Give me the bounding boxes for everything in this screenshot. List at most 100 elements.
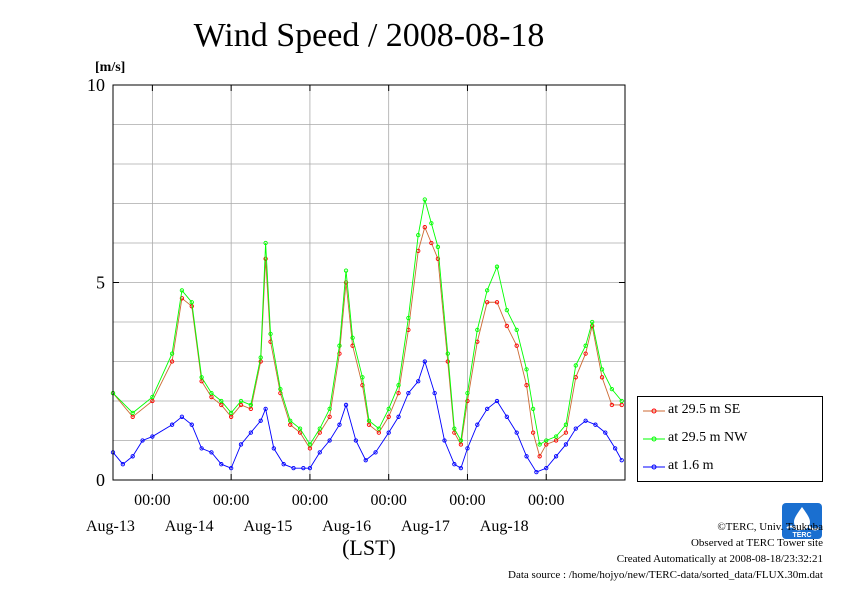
legend-marker <box>651 464 657 470</box>
data-point <box>599 375 605 380</box>
data-point <box>422 225 427 230</box>
axes: 051000:00Aug-1300:00Aug-1400:00Aug-1500:… <box>86 75 626 535</box>
data-point <box>189 422 194 427</box>
copyright: ©TERC, Univ. Tsukuba <box>717 521 823 533</box>
created-timestamp: Created Automatically at 2008-08-18/23:3… <box>616 553 823 565</box>
data-point <box>537 442 542 447</box>
data-point <box>248 402 253 408</box>
data-point <box>120 462 125 467</box>
data-point <box>229 414 234 419</box>
data-point <box>465 446 470 451</box>
data-point <box>544 442 549 447</box>
data-point <box>350 335 355 340</box>
data-point <box>219 462 224 467</box>
data-point <box>229 410 234 415</box>
data-point <box>429 240 434 246</box>
data-point <box>599 367 605 372</box>
legend-label-low: at 1.6 m <box>668 458 714 473</box>
x-tick-label: 00:00 <box>134 492 170 509</box>
data-point <box>291 465 296 471</box>
data-point <box>452 426 457 431</box>
data-point <box>537 454 542 459</box>
legend-marker <box>651 408 657 414</box>
data-point <box>363 458 368 463</box>
data-point <box>307 442 313 447</box>
data-point <box>435 244 441 250</box>
data-point <box>583 418 588 423</box>
data-point <box>406 390 411 396</box>
data-point <box>179 288 185 293</box>
data-point <box>465 390 470 396</box>
y-axis-unit: [m/s] <box>95 60 125 75</box>
data-point <box>288 422 293 427</box>
data-point <box>189 300 194 305</box>
data-point <box>406 315 411 321</box>
legend-marker <box>651 436 657 442</box>
x-tick-label: 00:00 <box>528 492 564 509</box>
data-point <box>281 462 286 467</box>
data-point <box>386 406 391 412</box>
data-point <box>583 351 588 356</box>
data-point <box>416 232 421 238</box>
data-point <box>150 398 155 404</box>
legend-item-low: at 1.6 m <box>638 457 822 477</box>
legend-item-nw: at 29.5 m NW <box>638 429 822 449</box>
data-point <box>544 438 549 443</box>
data-point <box>465 398 470 404</box>
data-point <box>416 379 421 384</box>
legend-swatch-nw <box>643 436 665 442</box>
credits: ©TERC, Univ. Tsukuba Observed at TERC To… <box>508 519 823 583</box>
data-point <box>317 426 322 431</box>
data-point <box>179 414 185 419</box>
data-point <box>619 458 624 463</box>
data-point <box>504 323 509 329</box>
data-point <box>263 256 268 261</box>
grid <box>113 85 625 480</box>
data-point <box>130 454 135 459</box>
x-date-label: Aug-15 <box>243 518 292 535</box>
data-point <box>209 390 214 396</box>
data-point <box>130 410 135 415</box>
x-axis-label: (LST) <box>342 535 396 560</box>
y-tick-label: 10 <box>87 75 105 95</box>
x-tick-label: 00:00 <box>370 492 406 509</box>
data-point <box>248 406 253 412</box>
x-tick-label: 00:00 <box>213 492 249 509</box>
data-point <box>278 386 283 392</box>
data-point <box>238 442 244 447</box>
legend-label-nw: at 29.5 m NW <box>668 430 748 445</box>
data-point <box>209 450 214 455</box>
data-point <box>530 406 536 412</box>
data-point <box>590 323 595 329</box>
data-point <box>360 383 365 388</box>
data-point <box>169 359 175 364</box>
data-point <box>199 375 204 380</box>
data-point <box>130 414 135 419</box>
data-point <box>396 390 401 396</box>
y-tick-label: 5 <box>96 273 105 293</box>
data-point <box>268 331 273 336</box>
data-point <box>534 469 539 475</box>
data-point <box>169 351 175 356</box>
x-date-label: Aug-18 <box>480 518 529 535</box>
data-point <box>485 288 490 293</box>
x-tick-label: 00:00 <box>292 492 328 509</box>
data-point <box>297 426 303 431</box>
data-point <box>386 430 391 435</box>
terc-logo: TERC <box>782 503 822 539</box>
x-date-label: Aug-14 <box>165 518 214 535</box>
data-point <box>337 343 342 348</box>
data-point <box>619 398 624 404</box>
data-point <box>429 221 434 226</box>
data-point <box>271 446 276 451</box>
x-date-label: Aug-16 <box>322 518 371 535</box>
data-point <box>524 454 529 459</box>
x-date-label: Aug-17 <box>401 518 450 535</box>
data-point <box>563 422 569 427</box>
data-point <box>258 418 263 423</box>
data-point <box>396 414 401 419</box>
data-point <box>343 402 349 408</box>
data-point <box>452 462 457 467</box>
data-point <box>553 454 559 459</box>
data-point <box>169 422 175 427</box>
